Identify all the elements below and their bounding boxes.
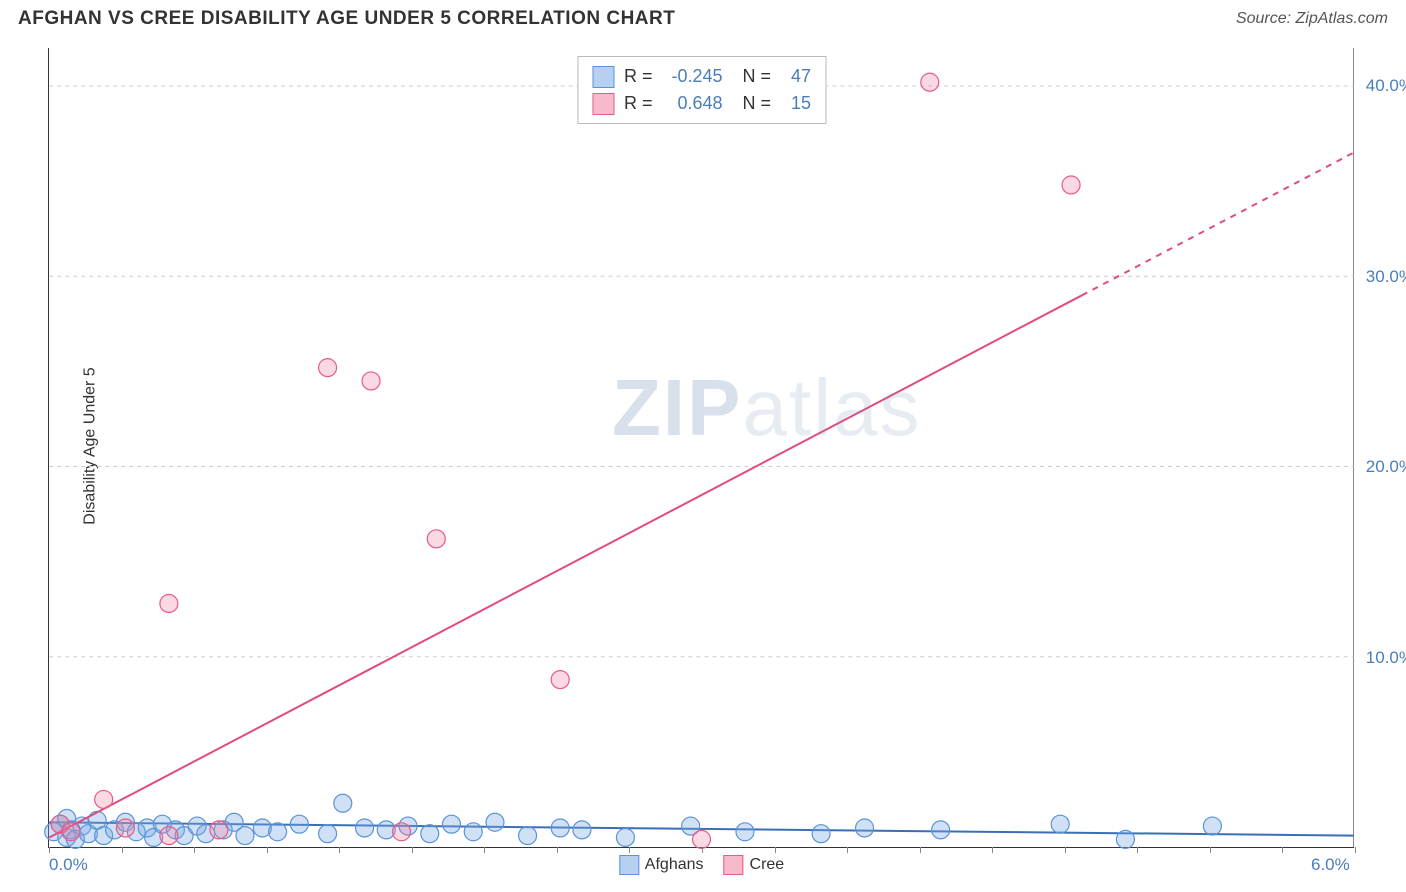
data-point [693, 830, 711, 848]
n-label: N = [743, 90, 772, 117]
x-tick-mark [267, 847, 268, 853]
x-tick-mark [775, 847, 776, 853]
data-point [551, 819, 569, 837]
data-point [95, 790, 113, 808]
y-tick-label: 40.0% [1366, 76, 1406, 96]
data-point [362, 372, 380, 390]
legend-swatch [592, 93, 614, 115]
data-point [319, 359, 337, 377]
x-tick-label: 6.0% [1311, 855, 1350, 875]
x-tick-mark [1065, 847, 1066, 853]
legend-label: Cree [750, 856, 785, 874]
data-point [269, 823, 287, 841]
y-tick-label: 10.0% [1366, 648, 1406, 668]
n-label: N = [743, 63, 772, 90]
x-tick-mark [49, 847, 50, 853]
data-point [616, 828, 634, 846]
r-label: R = [624, 63, 653, 90]
legend-row: R = -0.245 N = 47 [592, 63, 811, 90]
y-tick-label: 20.0% [1366, 457, 1406, 477]
data-point [210, 821, 228, 839]
data-point [1062, 176, 1080, 194]
r-value: 0.648 [663, 90, 723, 117]
correlation-legend: R = -0.245 N = 47 R = 0.648 N = 15 [577, 56, 826, 124]
legend-row: R = 0.648 N = 15 [592, 90, 811, 117]
data-point [356, 819, 374, 837]
data-point [486, 813, 504, 831]
data-point [736, 823, 754, 841]
data-point [856, 819, 874, 837]
x-tick-mark [412, 847, 413, 853]
header: AFGHAN VS CREE DISABILITY AGE UNDER 5 CO… [0, 0, 1406, 34]
x-tick-mark [1282, 847, 1283, 853]
data-point [160, 595, 178, 613]
data-point [464, 823, 482, 841]
chart-area: ZIPatlas R = -0.245 N = 47 R = 0.648 N =… [48, 48, 1354, 848]
x-tick-mark [484, 847, 485, 853]
data-point [116, 819, 134, 837]
legend-label: Afghans [645, 856, 704, 874]
legend-swatch [592, 66, 614, 88]
x-tick-mark [339, 847, 340, 853]
data-point [427, 530, 445, 548]
data-point [421, 825, 439, 843]
n-value: 15 [781, 90, 811, 117]
data-point [1116, 830, 1134, 848]
legend-swatch [619, 855, 639, 875]
n-value: 47 [781, 63, 811, 90]
x-tick-mark [920, 847, 921, 853]
series-legend: Afghans Cree [619, 855, 784, 875]
data-point [573, 821, 591, 839]
chart-title: AFGHAN VS CREE DISABILITY AGE UNDER 5 CO… [18, 8, 675, 30]
data-point [236, 827, 254, 845]
data-point [62, 823, 80, 841]
x-tick-mark [122, 847, 123, 853]
r-value: -0.245 [663, 63, 723, 90]
y-tick-label: 30.0% [1366, 267, 1406, 287]
x-tick-mark [992, 847, 993, 853]
legend-item: Cree [724, 855, 785, 875]
x-tick-mark [702, 847, 703, 853]
x-tick-mark [557, 847, 558, 853]
legend-item: Afghans [619, 855, 704, 875]
data-point [319, 825, 337, 843]
r-label: R = [624, 90, 653, 117]
x-tick-mark [1210, 847, 1211, 853]
x-tick-mark [629, 847, 630, 853]
x-tick-label: 0.0% [49, 855, 88, 875]
data-point [290, 815, 308, 833]
data-point [160, 827, 178, 845]
data-point [921, 73, 939, 91]
scatter-plot [49, 48, 1354, 847]
data-point [519, 827, 537, 845]
legend-swatch [724, 855, 744, 875]
source-label: Source: ZipAtlas.com [1236, 10, 1388, 28]
data-point [551, 671, 569, 689]
data-point [932, 821, 950, 839]
data-point [1051, 815, 1069, 833]
data-point [812, 825, 830, 843]
x-tick-mark [194, 847, 195, 853]
data-point [1203, 817, 1221, 835]
data-point [443, 815, 461, 833]
data-point [393, 823, 411, 841]
x-tick-mark [847, 847, 848, 853]
x-tick-mark [1355, 847, 1356, 853]
x-tick-mark [1137, 847, 1138, 853]
data-point [334, 794, 352, 812]
